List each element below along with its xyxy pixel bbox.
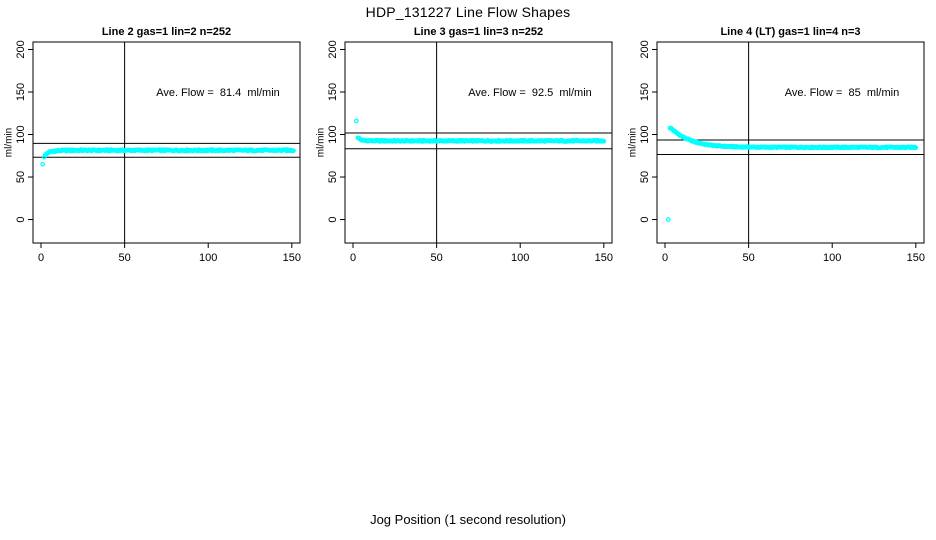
svg-text:150: 150 bbox=[595, 252, 613, 264]
panels-row: 0 50 100 150 0 50 100 150 200 Line 2 gas=1 lin=2… bbox=[0, 0, 936, 270]
svg-text:50: 50 bbox=[327, 171, 339, 183]
svg-text:0: 0 bbox=[350, 252, 356, 264]
svg-text:200: 200 bbox=[327, 40, 339, 58]
svg-text:150: 150 bbox=[283, 252, 301, 264]
svg-text:150: 150 bbox=[15, 83, 27, 101]
panel-line2-ave-flow-annotation: Ave. Flow = 81.4 ml/min bbox=[156, 87, 280, 99]
svg-text:100: 100 bbox=[823, 252, 841, 264]
svg-text:0: 0 bbox=[327, 216, 339, 222]
panel-line2: 0 50 100 150 0 50 100 150 200 Line 2 gas=1 lin=2… bbox=[0, 0, 312, 270]
panel-line3-ave-flow-annotation: Ave. Flow = 92.5 ml/min bbox=[468, 87, 592, 99]
svg-text:150: 150 bbox=[327, 83, 339, 101]
panel-line2-plot: 0 50 100 150 0 50 100 150 200 bbox=[15, 40, 301, 264]
svg-text:150: 150 bbox=[639, 83, 651, 101]
panel-line4-title: Line 4 (LT) gas=1 lin=4 n=3 bbox=[720, 26, 861, 38]
svg-text:50: 50 bbox=[742, 252, 754, 264]
svg-text:100: 100 bbox=[639, 125, 651, 143]
svg-text:100: 100 bbox=[199, 252, 217, 264]
svg-text:50: 50 bbox=[118, 252, 130, 264]
svg-text:150: 150 bbox=[907, 252, 925, 264]
svg-text:0: 0 bbox=[662, 252, 668, 264]
panel-line3: 0 50 100 150 0 50 100 150 200 Line 3 gas=1 lin=3… bbox=[312, 0, 624, 270]
svg-text:50: 50 bbox=[430, 252, 442, 264]
svg-text:0: 0 bbox=[15, 216, 27, 222]
panel-line2-title: Line 2 gas=1 lin=2 n=252 bbox=[101, 26, 232, 38]
figure-title: HDP_131227 Line Flow Shapes bbox=[365, 4, 571, 20]
svg-text:100: 100 bbox=[511, 252, 529, 264]
panel-line2-y-axis-label: ml/min bbox=[3, 127, 15, 158]
panel-line3-y-axis-label: ml/min bbox=[315, 127, 327, 158]
svg-text:100: 100 bbox=[15, 125, 27, 143]
svg-text:50: 50 bbox=[639, 171, 651, 183]
svg-text:200: 200 bbox=[639, 40, 651, 58]
panel-line4-plot: 0 50 100 150 0 50 100 150 200 bbox=[639, 40, 925, 264]
x-axis-label: Jog Position (1 second resolution) bbox=[370, 512, 566, 527]
svg-text:0: 0 bbox=[38, 252, 44, 264]
panel-line3-plot: 0 50 100 150 0 50 100 150 200 bbox=[327, 40, 613, 264]
svg-text:50: 50 bbox=[15, 171, 27, 183]
panel-line4: 0 50 100 150 0 50 100 150 200 Line 4 (LT) gas=1 … bbox=[624, 0, 936, 270]
panel-line3-title: Line 3 gas=1 lin=3 n=252 bbox=[413, 26, 544, 38]
svg-text:100: 100 bbox=[327, 125, 339, 143]
svg-text:200: 200 bbox=[15, 40, 27, 58]
panel-line4-y-axis-label: ml/min bbox=[627, 127, 639, 158]
panel-line4-ave-flow-annotation: Ave. Flow = 85 ml/min bbox=[784, 87, 900, 99]
svg-text:0: 0 bbox=[639, 216, 651, 222]
